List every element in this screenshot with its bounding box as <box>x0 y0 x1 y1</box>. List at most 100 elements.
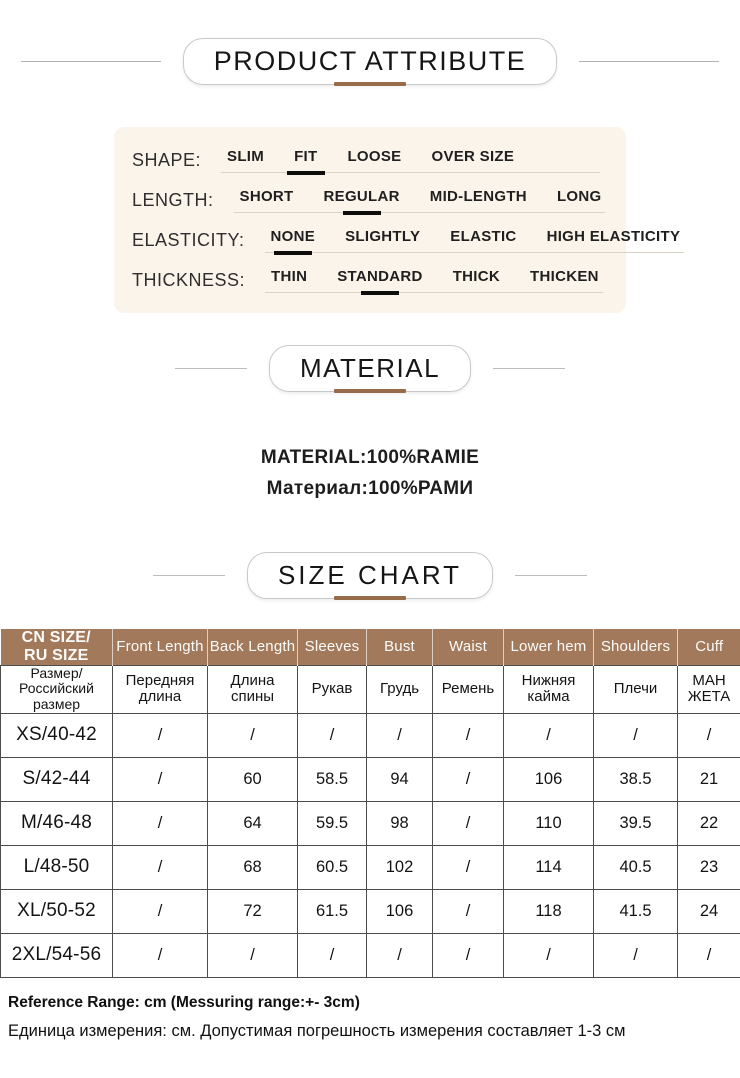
value-cell: / <box>678 933 740 977</box>
note-ru: Единица измерения: см. Допустимая погреш… <box>8 1017 740 1046</box>
size-cell: XL/50-52 <box>1 889 113 933</box>
value-cell: 60 <box>208 757 298 801</box>
value-cell: 40.5 <box>594 845 678 889</box>
col-header-ru: Размер/ Российский размер <box>1 665 113 713</box>
product-attribute-title: PRODUCT ATTRIBUTE <box>214 46 527 76</box>
attr-option: OVER SIZE <box>431 148 514 165</box>
attr-option: THIN <box>271 268 307 285</box>
value-cell: / <box>433 845 504 889</box>
col-header: Lower hem <box>504 629 594 665</box>
attr-options: THIN STANDARD THICK THICKEN <box>265 268 603 293</box>
attr-options: SLIM FIT LOOSE OVER SIZE <box>221 148 600 173</box>
divider-line <box>21 61 161 62</box>
table-row: M/46-48 / 64 59.5 98 / 110 39.5 22 <box>1 801 740 845</box>
size-cell: 2XL/54-56 <box>1 933 113 977</box>
value-cell: 110 <box>504 801 594 845</box>
value-cell: 118 <box>504 889 594 933</box>
material-title-box: MATERIAL <box>269 345 471 392</box>
value-cell: / <box>594 933 678 977</box>
value-cell: / <box>504 933 594 977</box>
value-cell: / <box>367 933 433 977</box>
value-cell: 21 <box>678 757 740 801</box>
table-header-en: CN SIZE/ RU SIZE Front Length Back Lengt… <box>1 629 740 665</box>
attr-row-shape: SHAPE: SLIM FIT LOOSE OVER SIZE <box>132 140 608 180</box>
measurement-notes: Reference Range: cm (Messuring range:+- … <box>0 988 740 1046</box>
table-row: XL/50-52 / 72 61.5 106 / 118 41.5 24 <box>1 889 740 933</box>
value-cell: / <box>433 757 504 801</box>
brown-accent-bar <box>334 596 406 600</box>
size-cell: M/46-48 <box>1 801 113 845</box>
attr-option-selected: REGULAR <box>324 188 400 205</box>
value-cell: / <box>113 933 208 977</box>
value-cell: 60.5 <box>298 845 367 889</box>
col-header: CN SIZE/ RU SIZE <box>1 629 113 665</box>
col-header: Back Length <box>208 629 298 665</box>
value-cell: / <box>208 713 298 757</box>
size-cell: S/42-44 <box>1 757 113 801</box>
product-attribute-header: PRODUCT ATTRIBUTE <box>0 38 740 85</box>
value-cell: 106 <box>367 889 433 933</box>
col-header: Sleeves <box>298 629 367 665</box>
attr-option: THICK <box>453 268 500 285</box>
value-cell: 68 <box>208 845 298 889</box>
material-title: MATERIAL <box>300 353 440 383</box>
value-cell: 23 <box>678 845 740 889</box>
col-header: Front Length <box>113 629 208 665</box>
attr-options: SHORT REGULAR MID-LENGTH LONG <box>234 188 606 213</box>
value-cell: 106 <box>504 757 594 801</box>
col-header-ru: Грудь <box>367 665 433 713</box>
attr-row-elasticity: ELASTICITY: NONE SLIGHTLY ELASTIC HIGH E… <box>132 220 608 260</box>
value-cell: 39.5 <box>594 801 678 845</box>
attr-row-thickness: THICKNESS: THIN STANDARD THICK THICKEN <box>132 260 608 300</box>
attr-option-selected: STANDARD <box>337 268 422 285</box>
col-header-ru: Нижняя кайма <box>504 665 594 713</box>
divider-line <box>515 575 587 576</box>
value-cell: / <box>367 713 433 757</box>
attr-option: MID-LENGTH <box>430 188 527 205</box>
attr-option: SLIM <box>227 148 264 165</box>
divider-line <box>579 61 719 62</box>
value-cell: / <box>113 713 208 757</box>
value-cell: 61.5 <box>298 889 367 933</box>
value-cell: / <box>433 801 504 845</box>
value-cell: 98 <box>367 801 433 845</box>
value-cell: 94 <box>367 757 433 801</box>
attr-option: ELASTIC <box>450 228 516 245</box>
material-header: MATERIAL <box>0 345 740 392</box>
attr-option-selected: FIT <box>294 148 317 165</box>
value-cell: / <box>113 757 208 801</box>
value-cell: 64 <box>208 801 298 845</box>
note-en: Reference Range: cm (Messuring range:+- … <box>8 988 740 1017</box>
size-cell: XS/40-42 <box>1 713 113 757</box>
value-cell: 58.5 <box>298 757 367 801</box>
table-row: L/48-50 / 68 60.5 102 / 114 40.5 23 <box>1 845 740 889</box>
col-header-ru: МАН ЖЕТА <box>678 665 740 713</box>
attr-option: LONG <box>557 188 602 205</box>
divider-line <box>153 575 225 576</box>
value-cell: / <box>208 933 298 977</box>
size-chart-header: SIZE CHART <box>0 552 740 599</box>
value-cell: / <box>678 713 740 757</box>
attr-option: THICKEN <box>530 268 599 285</box>
value-cell: 41.5 <box>594 889 678 933</box>
value-cell: / <box>504 713 594 757</box>
value-cell: 72 <box>208 889 298 933</box>
attr-label: SHAPE: <box>132 150 201 171</box>
attr-label: THICKNESS: <box>132 270 245 291</box>
value-cell: 24 <box>678 889 740 933</box>
size-chart-title-box: SIZE CHART <box>247 552 493 599</box>
col-header: Shoulders <box>594 629 678 665</box>
material-text: MATERIAL:100%RAMIE Материал:100%РАМИ <box>0 442 740 504</box>
attr-option: LOOSE <box>347 148 401 165</box>
attr-option-selected: NONE <box>271 228 316 245</box>
size-chart-table: CN SIZE/ RU SIZE Front Length Back Lengt… <box>0 629 740 978</box>
table-row: S/42-44 / 60 58.5 94 / 106 38.5 21 <box>1 757 740 801</box>
attr-option: SHORT <box>240 188 294 205</box>
product-attribute-title-box: PRODUCT ATTRIBUTE <box>183 38 558 85</box>
col-header: Cuff <box>678 629 740 665</box>
attr-row-length: LENGTH: SHORT REGULAR MID-LENGTH LONG <box>132 180 608 220</box>
value-cell: 22 <box>678 801 740 845</box>
value-cell: / <box>298 713 367 757</box>
value-cell: / <box>113 845 208 889</box>
table-row: 2XL/54-56 / / / / / / / / <box>1 933 740 977</box>
